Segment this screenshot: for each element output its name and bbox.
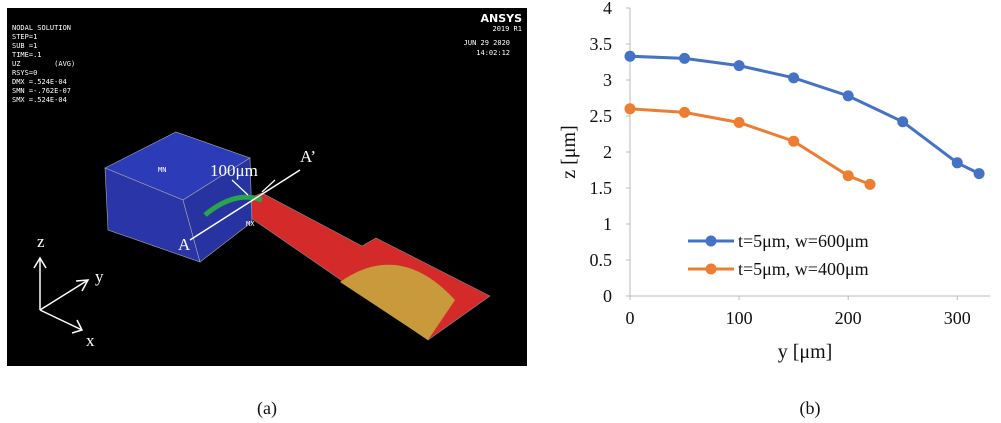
data-point [843, 90, 854, 101]
y-tick-label: 1 [603, 214, 612, 234]
page: NODAL SOLUTIONSTEP=1SUB =1TIME=.1UZ (AVG… [0, 0, 1001, 423]
header-line: UZ (AVG) [12, 60, 75, 68]
y-tick-label: 3.5 [590, 34, 613, 54]
caption: (b) [800, 398, 821, 419]
y-tick-label: 1.5 [590, 178, 613, 198]
version: 2019 R1 [492, 25, 522, 33]
data-point [625, 51, 636, 62]
data-point [788, 136, 799, 147]
y-tick-label: 2 [603, 142, 612, 162]
legend-marker [706, 236, 717, 247]
data-point [679, 53, 690, 64]
axis-label: x [86, 331, 95, 350]
data-point [734, 117, 745, 128]
figure: NODAL SOLUTIONSTEP=1SUB =1TIME=.1UZ (AVG… [0, 0, 1001, 423]
time: 14:02:12 [476, 49, 510, 57]
panel-b: 0 0.5 1 1.5 2 2.5 3 3.5 4 0 100 200 300 y [μm] z [μm] t… [558, 0, 990, 363]
legend-label: t=5μm, w=400μm [738, 259, 869, 279]
width-label: 100μm [210, 161, 258, 180]
data-point [952, 157, 963, 168]
point-label: A’ [300, 147, 316, 166]
y-tick-label: 3 [603, 70, 612, 90]
header-line: DMX =.524E-04 [12, 78, 67, 86]
header-line: SMX =.524E-04 [12, 96, 67, 104]
data-point [897, 116, 908, 127]
series-line [630, 109, 870, 185]
legend-marker [706, 264, 717, 275]
x-tick-label: 300 [944, 308, 971, 328]
header-line: SUB =1 [12, 42, 37, 50]
y-tick-label: 0 [603, 286, 612, 306]
header-line: SMN =-.762E-07 [12, 87, 71, 95]
data-point [843, 170, 854, 181]
caption: (a) [257, 398, 277, 419]
header-line: STEP=1 [12, 33, 37, 41]
date: JUN 29 2020 [464, 39, 510, 47]
axis-label: y [95, 267, 104, 286]
y-tick-label: 2.5 [590, 106, 613, 126]
legend-label: t=5μm, w=600μm [738, 231, 869, 251]
header-line: TIME=.1 [12, 51, 42, 59]
x-tick-label: 100 [726, 308, 753, 328]
data-point [679, 107, 690, 118]
x-tick-label: 200 [835, 308, 862, 328]
axis-label: z [37, 232, 45, 251]
data-point [788, 72, 799, 83]
y-axis-label: z [μm] [558, 125, 580, 178]
data-point [625, 103, 636, 114]
data-point [974, 168, 985, 179]
x-axis-label: y [μm] [778, 341, 833, 363]
header-line: NODAL SOLUTION [12, 24, 71, 32]
mx-label: MX [246, 220, 255, 228]
y-tick-label: 0.5 [590, 250, 613, 270]
header-line: RSYS=0 [12, 69, 37, 77]
data-point [734, 60, 745, 71]
mn-label: MN [158, 166, 166, 174]
logo: ANSYS [480, 12, 522, 25]
data-point [865, 179, 876, 190]
point-label: A [178, 235, 191, 254]
x-tick-label: 0 [626, 308, 635, 328]
y-tick-label: 4 [603, 0, 612, 18]
